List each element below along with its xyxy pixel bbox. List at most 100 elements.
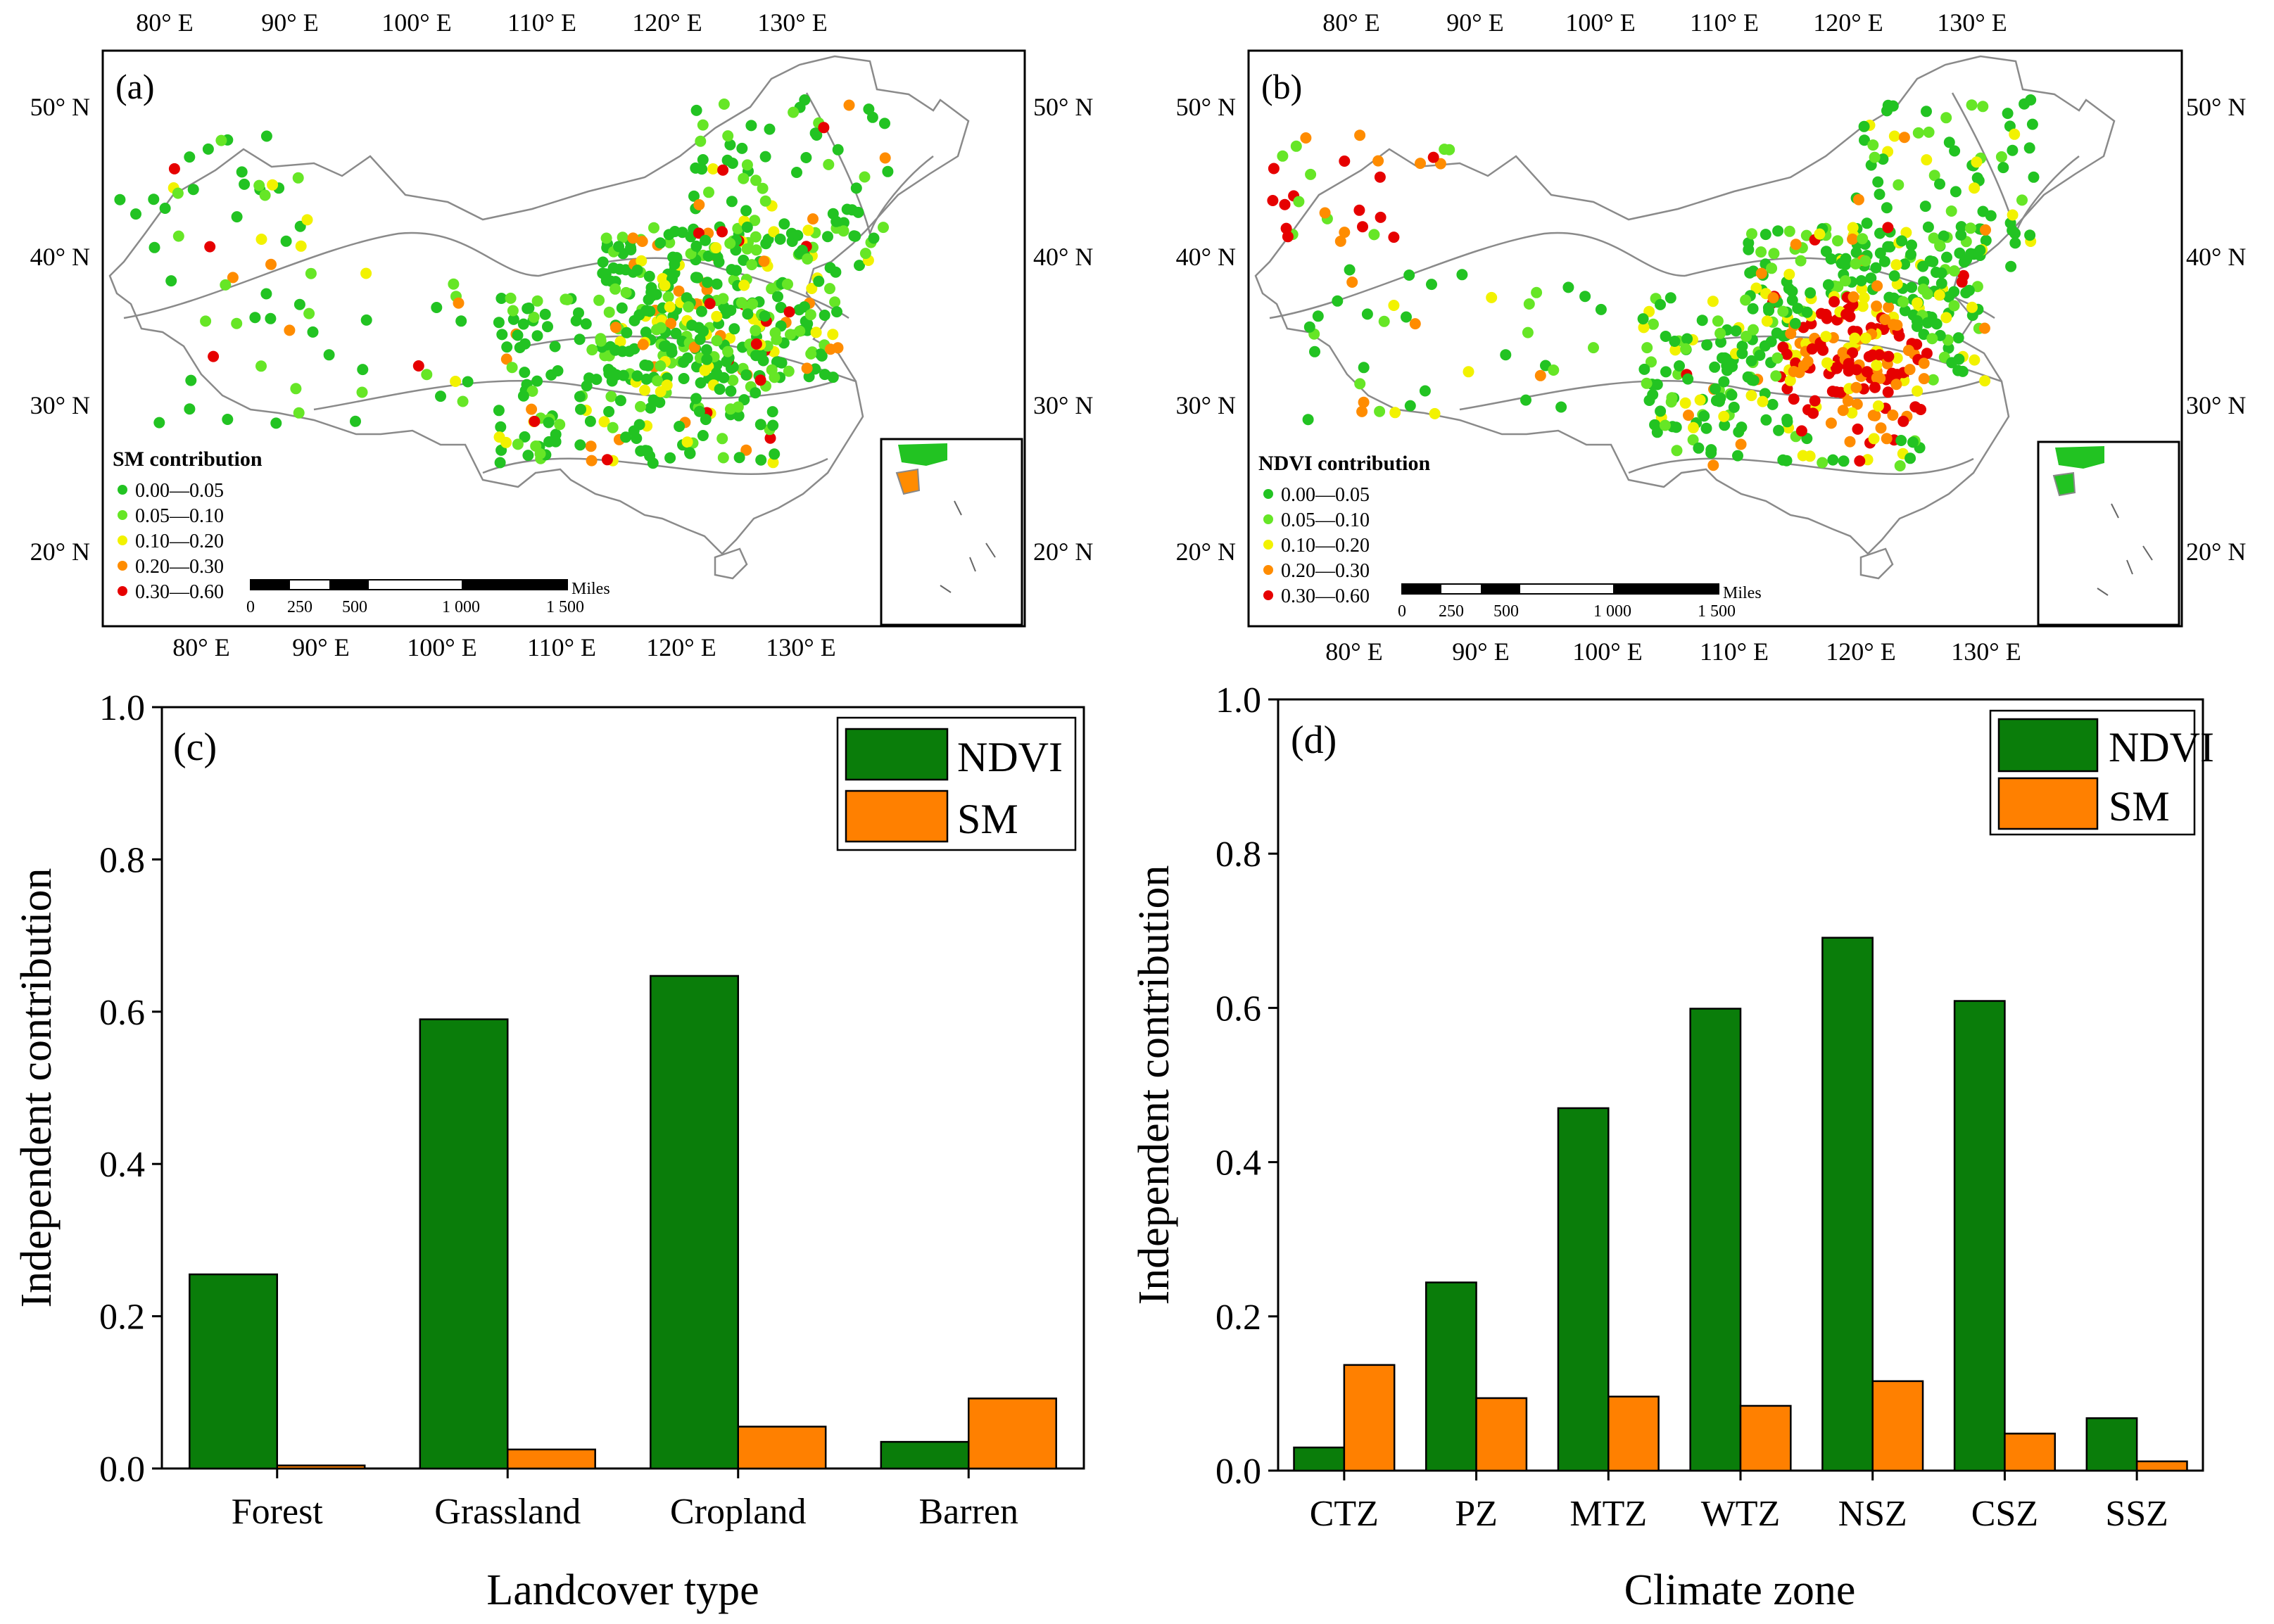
site-point bbox=[1745, 355, 1757, 367]
scale-bar-label: 500 bbox=[342, 598, 367, 616]
site-point bbox=[2002, 108, 2014, 120]
site-point bbox=[1730, 325, 1742, 337]
site-point bbox=[1680, 343, 1692, 355]
site-point bbox=[658, 341, 670, 353]
site-point bbox=[725, 305, 737, 316]
site-point bbox=[654, 396, 666, 408]
site-point bbox=[208, 350, 220, 362]
site-point bbox=[1732, 450, 1743, 462]
lat-tick-label: 40° N bbox=[1176, 243, 1236, 271]
x-tick-label: PZ bbox=[1455, 1494, 1498, 1534]
x-axis-title: Landcover type bbox=[486, 1566, 759, 1614]
site-point bbox=[1638, 322, 1650, 334]
site-point bbox=[1828, 296, 1840, 307]
x-axis-title: Climate zone bbox=[1624, 1566, 1856, 1614]
site-point bbox=[1660, 331, 1672, 342]
site-point bbox=[879, 118, 890, 129]
site-point bbox=[785, 329, 796, 341]
scale-bar: 0 250 500 1 000 1 500 Miles bbox=[246, 579, 610, 616]
site-point bbox=[149, 241, 160, 253]
site-point bbox=[1871, 360, 1883, 372]
x-tick-label: Grassland bbox=[434, 1492, 581, 1532]
site-point bbox=[758, 255, 770, 267]
lon-tick-label: 110° E bbox=[507, 8, 576, 37]
site-point bbox=[265, 258, 277, 270]
site-point bbox=[1344, 264, 1356, 276]
site-point bbox=[1655, 298, 1666, 310]
lon-tick-label: 90° E bbox=[261, 8, 318, 37]
site-point bbox=[500, 353, 512, 365]
site-point bbox=[735, 297, 747, 309]
y-tick-label: 0.4 bbox=[99, 1145, 145, 1185]
site-point bbox=[495, 293, 507, 304]
site-point bbox=[1665, 396, 1677, 408]
site-point bbox=[528, 311, 540, 323]
site-point bbox=[1773, 424, 1785, 436]
site-point bbox=[1302, 414, 1314, 426]
site-point bbox=[614, 336, 626, 348]
site-point bbox=[1874, 349, 1885, 361]
site-point bbox=[1899, 305, 1911, 317]
site-point bbox=[681, 436, 693, 448]
site-point bbox=[1277, 150, 1289, 162]
site-point bbox=[639, 384, 651, 396]
bar-sm-wtz bbox=[1739, 1404, 1792, 1472]
x-tick-label: WTZ bbox=[1701, 1494, 1781, 1534]
site-point bbox=[1334, 235, 1346, 247]
site-point bbox=[640, 445, 652, 457]
scale-bar-label: 0 bbox=[246, 598, 255, 616]
site-point bbox=[772, 291, 783, 303]
site-point bbox=[172, 230, 184, 242]
site-point bbox=[220, 279, 232, 291]
site-point bbox=[609, 322, 621, 334]
site-point bbox=[2026, 118, 2038, 130]
site-point bbox=[1740, 294, 1752, 306]
lat-tick-label: 40° N bbox=[1033, 243, 1093, 271]
site-point bbox=[1883, 291, 1895, 303]
site-point bbox=[1852, 194, 1864, 205]
site-point bbox=[750, 338, 762, 350]
site-point bbox=[754, 374, 766, 386]
x-tick-label: CSZ bbox=[1971, 1494, 2038, 1534]
site-point bbox=[1857, 233, 1869, 245]
site-point bbox=[1531, 286, 1543, 298]
site-point bbox=[1757, 395, 1769, 407]
site-point bbox=[519, 431, 531, 443]
site-point bbox=[1950, 186, 1962, 198]
panel-label: (c) bbox=[173, 725, 217, 769]
site-point bbox=[495, 421, 507, 433]
site-point bbox=[801, 362, 813, 374]
site-point bbox=[165, 275, 177, 287]
site-point bbox=[1659, 419, 1671, 431]
site-point bbox=[1847, 291, 1859, 303]
site-point bbox=[1821, 357, 1833, 369]
site-point bbox=[1801, 306, 1813, 318]
site-point bbox=[717, 452, 729, 464]
bar-ndvi-cropland bbox=[650, 975, 739, 1470]
lon-tick-label: 100° E bbox=[381, 8, 451, 37]
site-point bbox=[1881, 105, 1893, 117]
site-point bbox=[701, 353, 713, 365]
legend-swatch-sm bbox=[845, 789, 949, 843]
site-point bbox=[1777, 454, 1789, 466]
site-point bbox=[501, 341, 513, 353]
site-point bbox=[764, 432, 776, 444]
site-point bbox=[295, 240, 307, 252]
site-point bbox=[697, 119, 709, 131]
lon-tick-label: 100° E bbox=[407, 633, 476, 661]
site-point bbox=[1840, 253, 1852, 265]
x-tick-label: Cropland bbox=[670, 1492, 807, 1532]
site-point bbox=[505, 292, 517, 304]
lat-ticks-right: 50° N 40° N 30° N 20° N bbox=[1033, 93, 1093, 566]
site-point bbox=[1859, 134, 1870, 146]
site-point bbox=[614, 395, 626, 407]
site-point bbox=[550, 436, 562, 448]
inset-map bbox=[880, 438, 1023, 626]
site-point bbox=[1520, 394, 1531, 406]
site-point bbox=[357, 364, 369, 376]
legend-class-label: 0.05—0.10 bbox=[135, 505, 224, 527]
site-point bbox=[1948, 265, 1960, 277]
site-point bbox=[1800, 229, 1812, 241]
site-point bbox=[655, 386, 667, 398]
site-point bbox=[609, 283, 621, 295]
